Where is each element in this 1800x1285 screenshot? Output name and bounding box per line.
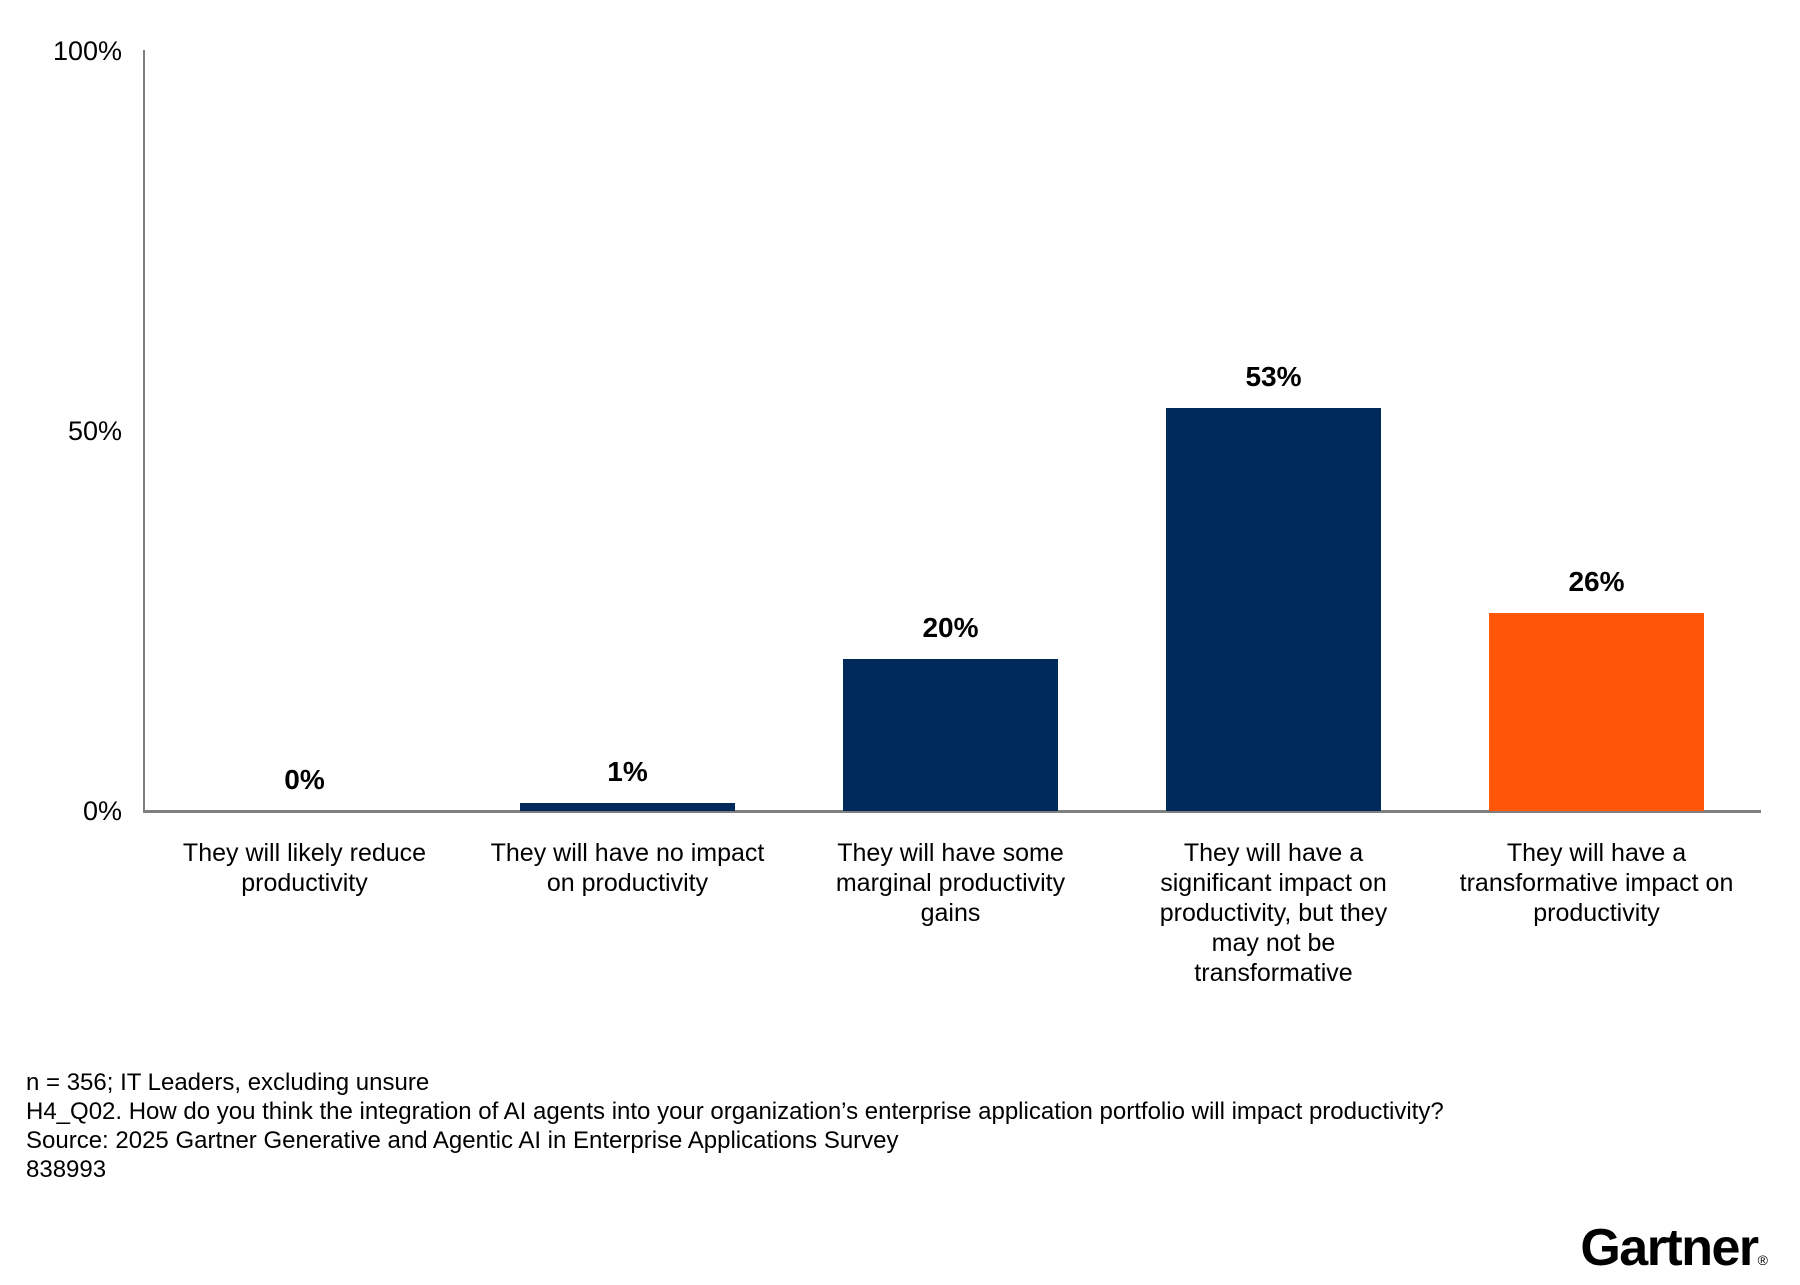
x-axis-category-label: They will have a transformative impact o… <box>1459 839 1734 927</box>
bar-value-label: 26% <box>1568 566 1625 597</box>
bar <box>520 803 735 811</box>
bar <box>1489 613 1704 811</box>
x-axis-category-label: They will have some marginal productivit… <box>835 839 1066 927</box>
gartner-logo-text: Gartner <box>1580 1219 1759 1277</box>
footnote-id: 838993 <box>26 1156 107 1183</box>
bar-value-label: 53% <box>1245 361 1302 392</box>
bar <box>1166 408 1381 811</box>
x-axis-category-label: They will have a significant impact on p… <box>1159 839 1388 987</box>
footnote-source: Source: 2025 Gartner Generative and Agen… <box>26 1127 899 1154</box>
registered-trademark-icon: ® <box>1757 1252 1768 1268</box>
x-axis-category-label: They will have no impact on productivity <box>490 839 765 897</box>
footnote-block: n = 356; IT Leaders, excluding unsure H4… <box>26 1068 1444 1184</box>
bar-value-label: 0% <box>284 764 325 795</box>
bar <box>843 659 1058 811</box>
y-axis-line <box>143 50 145 812</box>
y-axis-tick-label: 100% <box>52 36 122 66</box>
x-axis-line <box>143 810 1761 813</box>
y-axis-tick-label: 0% <box>82 796 122 826</box>
bar-value-label: 20% <box>922 612 979 643</box>
footnote-question: H4_Q02. How do you think the integration… <box>26 1098 1444 1125</box>
footnote-sample-size: n = 356; IT Leaders, excluding unsure <box>26 1069 430 1096</box>
bar-value-label: 1% <box>607 756 648 787</box>
gartner-logo: Gartner® <box>1580 1222 1768 1285</box>
y-axis-tick-label: 50% <box>67 416 122 446</box>
x-axis-category-label: They will likely reduce productivity <box>182 839 427 897</box>
